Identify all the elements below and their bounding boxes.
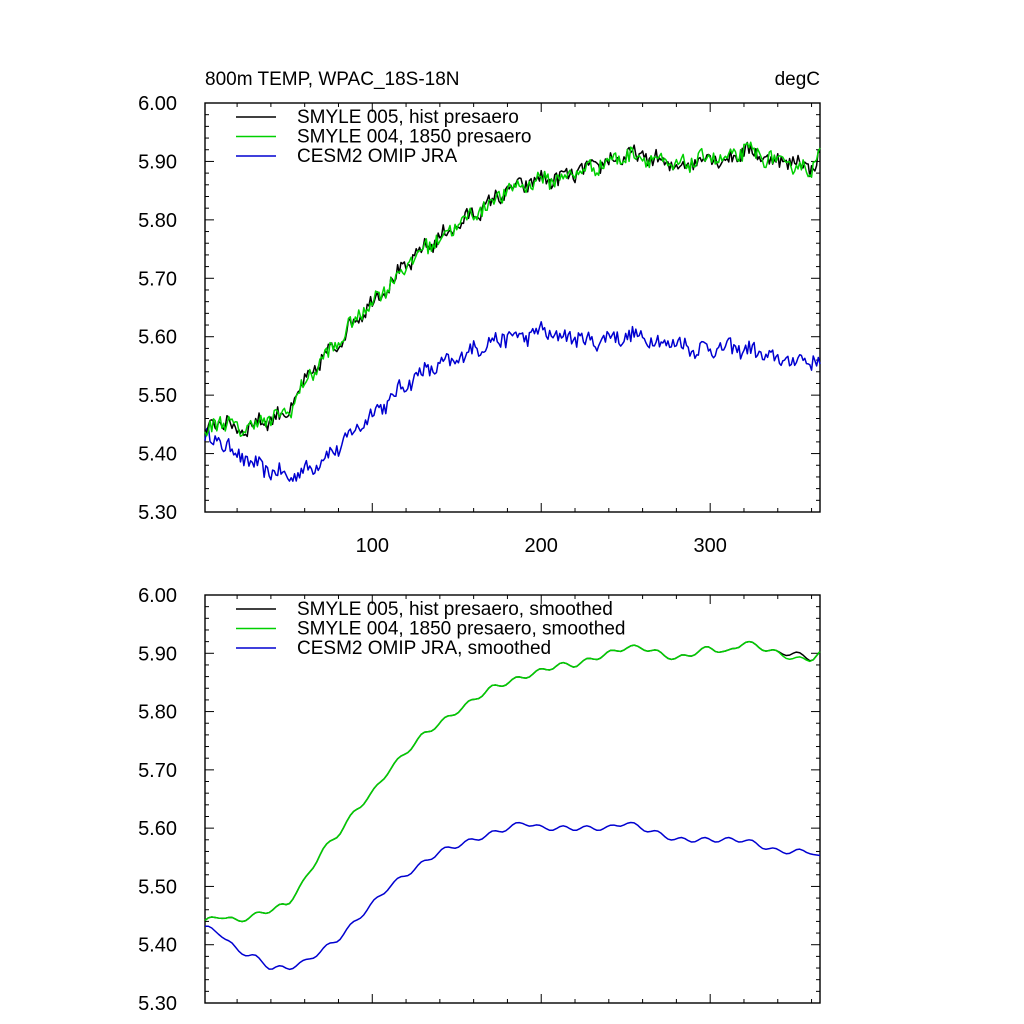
y-tick-label: 5.30 — [138, 502, 177, 524]
series-line-2 — [204, 321, 821, 482]
series-line-0 — [204, 640, 821, 923]
plot-frame — [204, 594, 821, 1004]
x-tick-label: 200 — [525, 535, 558, 557]
plot-frame — [204, 102, 821, 513]
y-tick-label: 6.00 — [138, 93, 177, 115]
y-tick-label: 6.00 — [138, 585, 177, 607]
y-tick-label: 5.70 — [138, 760, 177, 782]
chart-panel-bottom: 5.30 5.40 5.50 5.60 5.70 5.80 5.90 6.00 SMYLE 00… — [138, 585, 821, 1015]
y-tick-label: 5.50 — [138, 876, 177, 898]
y-tick-label: 5.60 — [138, 327, 177, 349]
chart-panel-top: 5.30 5.40 5.50 5.60 5.70 5.80 5.90 6.00 100 200 30… — [138, 69, 821, 557]
y-tick-label: 5.40 — [138, 935, 177, 957]
y-tick-label: 5.60 — [138, 818, 177, 840]
y-tick-label: 5.40 — [138, 444, 177, 466]
legend-entry: SMYLE 005, hist presaero — [297, 107, 519, 128]
x-tick-label: 300 — [693, 535, 726, 557]
y-tick-label: 5.50 — [138, 385, 177, 407]
x-tick-label: 100 — [356, 535, 389, 557]
series-line-0 — [204, 141, 821, 438]
units-label: degC — [775, 69, 820, 90]
chart-title: 800m TEMP, WPAC_18S-18N — [205, 69, 460, 90]
y-tick-label: 5.70 — [138, 268, 177, 290]
legend-entry: SMYLE 004, 1850 presaero — [297, 127, 532, 148]
series-line-1 — [204, 141, 821, 438]
y-tick-label: 5.30 — [138, 993, 177, 1015]
legend-entry: CESM2 OMIP JRA — [297, 146, 457, 167]
y-tick-label: 5.80 — [138, 210, 177, 232]
legend-entry: SMYLE 005, hist presaero, smoothed — [297, 599, 613, 620]
y-tick-label: 5.90 — [138, 643, 177, 665]
series-line-2 — [204, 821, 821, 971]
legend-entry: CESM2 OMIP JRA, smoothed — [297, 638, 551, 659]
series-line-1 — [204, 640, 821, 923]
y-tick-label: 5.90 — [138, 151, 177, 173]
y-tick-label: 5.80 — [138, 702, 177, 724]
legend-entry: SMYLE 004, 1850 presaero, smoothed — [297, 619, 625, 640]
